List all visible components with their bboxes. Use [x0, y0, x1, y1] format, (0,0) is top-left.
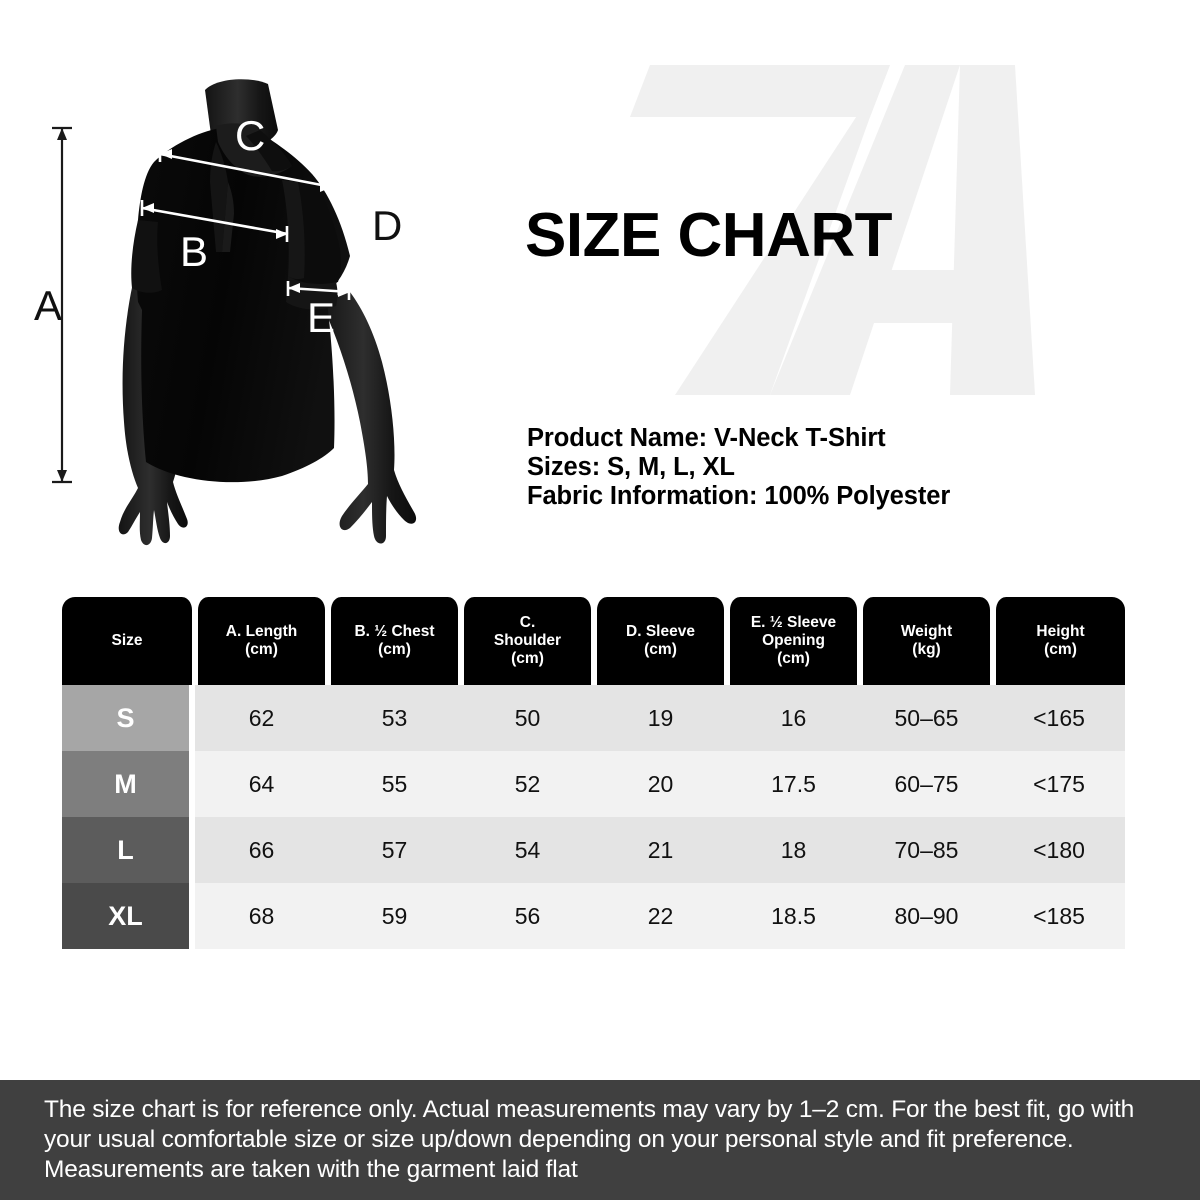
table-cell-shoulder: 54 [461, 817, 594, 883]
table-cell-length: 66 [195, 817, 328, 883]
table-header-row: Size A. Length (cm) B. ½ Chest (cm) C. Shoulde… [62, 597, 1125, 685]
table-cell-length: 62 [195, 685, 328, 751]
table-cell-sleeve: 20 [594, 751, 727, 817]
table-cell-length: 64 [195, 751, 328, 817]
table-cell-half-chest: 55 [328, 751, 461, 817]
table-row: M 64 55 52 20 17.5 60–75 <175 [62, 751, 1125, 817]
table-cell-height: <185 [993, 883, 1125, 949]
table-header-cell: Height (cm) [993, 597, 1125, 685]
page-title: SIZE CHART [525, 201, 893, 270]
table-cell-height: <180 [993, 817, 1125, 883]
table-header-cell: A. Length (cm) [195, 597, 328, 685]
table-cell-weight: 60–75 [860, 751, 993, 817]
size-table: Size A. Length (cm) B. ½ Chest (cm) C. Shoulde… [62, 597, 1125, 949]
table-cell-length: 68 [195, 883, 328, 949]
header-line: A. Length [225, 623, 298, 640]
table-cell-sleeve: 19 [594, 685, 727, 751]
sizes-line: Sizes: S, M, L, XL [527, 453, 735, 481]
table-cell-weight: 70–85 [860, 817, 993, 883]
table-cell-height: <165 [993, 685, 1125, 751]
size-label-cell: S [62, 685, 195, 751]
table-cell-weight: 50–65 [860, 685, 993, 751]
header-line: Height [1036, 623, 1085, 640]
brand-watermark-7a-logo [620, 55, 1040, 405]
header-line: Weight [900, 623, 953, 640]
table-row: S 62 53 50 19 16 50–65 <165 [62, 685, 1125, 751]
disclaimer-footer: The size chart is for reference only. Ac… [0, 1080, 1200, 1200]
product-name-line: Product Name: V-Neck T-Shirt [527, 424, 886, 452]
table-cell-shoulder: 50 [461, 685, 594, 751]
table-cell-sleeve: 22 [594, 883, 727, 949]
header-line: C. [519, 614, 536, 631]
header-line: (cm) [644, 641, 677, 658]
table-cell-half-sleeve-opening: 18 [727, 817, 860, 883]
table-cell-shoulder: 52 [461, 751, 594, 817]
header-line: Size [111, 632, 143, 649]
table-cell-shoulder: 56 [461, 883, 594, 949]
disclaimer-text: The size chart is for reference only. Ac… [44, 1096, 1135, 1183]
table-cell-sleeve: 21 [594, 817, 727, 883]
diagram-label-e: E [307, 294, 335, 341]
table-cell-half-chest: 59 [328, 883, 461, 949]
diagram-label-b: B [180, 228, 208, 275]
table-row: L 66 57 54 21 18 70–85 <180 [62, 817, 1125, 883]
table-body: S 62 53 50 19 16 50–65 <165 M 64 55 52 20 17.5 60–75 <1… [62, 685, 1125, 949]
table-header-cell: Size [62, 597, 195, 685]
header-line: B. ½ Chest [354, 623, 435, 640]
size-label-cell: M [62, 751, 195, 817]
table-row: XL 68 59 56 22 18.5 80–90 <185 [62, 883, 1125, 949]
diagram-label-c: C [235, 112, 265, 159]
table-cell-height: <175 [993, 751, 1125, 817]
product-info-block: Product Name: V-Neck T-Shirt Sizes: S, M… [527, 424, 950, 511]
table-cell-half-chest: 57 [328, 817, 461, 883]
header-line: (cm) [1044, 641, 1077, 658]
table-header-cell: B. ½ Chest (cm) [328, 597, 461, 685]
table-header-cell: D. Sleeve (cm) [594, 597, 727, 685]
header-line: (cm) [511, 650, 544, 667]
table-header-cell: C. Shoulder (cm) [461, 597, 594, 685]
table-cell-half-sleeve-opening: 18.5 [727, 883, 860, 949]
garment-measurement-diagram: A B C D E [20, 70, 480, 560]
table-header-cell: E. ½ Sleeve Opening (cm) [727, 597, 860, 685]
header-line: (cm) [378, 641, 411, 658]
table-cell-weight: 80–90 [860, 883, 993, 949]
table-cell-half-sleeve-opening: 17.5 [727, 751, 860, 817]
header-line: (cm) [245, 641, 278, 658]
size-label-cell: XL [62, 883, 195, 949]
fabric-information-line: Fabric Information: 100% Polyester [527, 482, 951, 510]
diagram-label-d: D [372, 202, 402, 249]
header-line: Shoulder [493, 632, 562, 649]
size-table-container: Size A. Length (cm) B. ½ Chest (cm) C. Shoulde… [62, 597, 1125, 949]
table-header-cell: Weight (kg) [860, 597, 993, 685]
header-line: E. ½ Sleeve [750, 614, 837, 631]
header-line: Opening [762, 632, 825, 649]
header-line: (kg) [912, 641, 941, 658]
header-line: (cm) [777, 650, 810, 667]
diagram-label-a: A [34, 282, 62, 329]
size-label-cell: L [62, 817, 195, 883]
header-line: D. Sleeve [626, 623, 695, 640]
table-cell-half-chest: 53 [328, 685, 461, 751]
table-cell-half-sleeve-opening: 16 [727, 685, 860, 751]
